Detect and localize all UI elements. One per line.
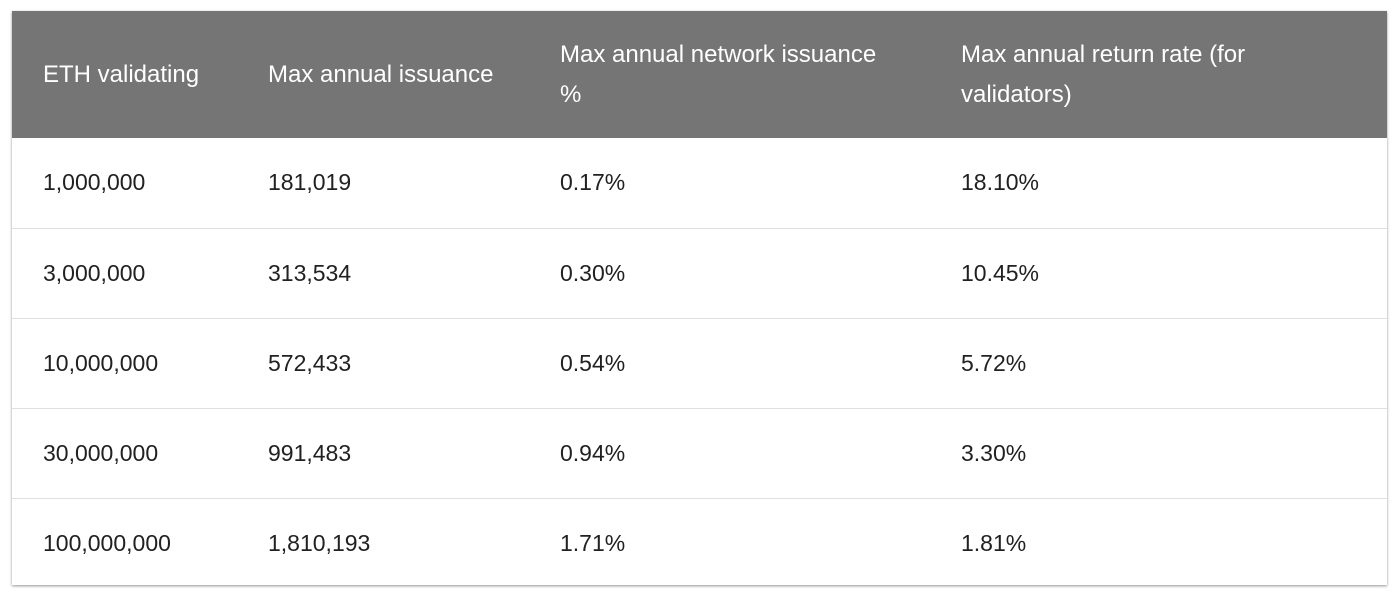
cell-return-rate: 5.72% <box>961 349 1027 376</box>
cell-max-annual-issuance: 572,433 <box>268 349 352 376</box>
table-row: 10,000,000 572,433 0.54% 5.72% <box>12 318 1387 408</box>
header-max-annual-return-rate: Max annual return rate (for validators) <box>961 40 1246 108</box>
issuance-table: ETH validating Max annual issuance Max a… <box>12 11 1387 585</box>
cell-return-rate: 10.45% <box>961 259 1040 286</box>
table-body: 1,000,000 181,019 0.17% 18.10% 3,000,000… <box>12 138 1387 585</box>
cell-eth-validating: 3,000,000 <box>43 259 146 286</box>
table-row: 100,000,000 1,810,193 1.71% 1.81% <box>12 498 1387 585</box>
table-row: 1,000,000 181,019 0.17% 18.10% <box>12 138 1387 228</box>
cell-network-issuance-pct: 1.71% <box>560 529 626 556</box>
cell-return-rate: 18.10% <box>961 169 1040 196</box>
cell-eth-validating: 30,000,000 <box>43 439 159 466</box>
cell-max-annual-issuance: 991,483 <box>268 439 352 466</box>
header-row: ETH validating Max annual issuance Max a… <box>12 11 1387 138</box>
cell-network-issuance-pct: 0.17% <box>560 169 626 196</box>
table-row: 3,000,000 313,534 0.30% 10.45% <box>12 228 1387 318</box>
header-eth-validating: ETH validating <box>43 60 200 88</box>
cell-network-issuance-pct: 0.94% <box>560 439 626 466</box>
cell-network-issuance-pct: 0.54% <box>560 349 626 376</box>
cell-network-issuance-pct: 0.30% <box>560 259 626 286</box>
cell-max-annual-issuance: 313,534 <box>268 259 352 286</box>
cell-return-rate: 1.81% <box>961 529 1027 556</box>
cell-eth-validating: 10,000,000 <box>43 349 159 376</box>
header-max-annual-issuance: Max annual issuance <box>268 60 494 88</box>
issuance-table-card: ETH validating Max annual issuance Max a… <box>12 11 1387 585</box>
cell-max-annual-issuance: 181,019 <box>268 169 352 196</box>
cell-eth-validating: 1,000,000 <box>43 169 146 196</box>
table-row: 30,000,000 991,483 0.94% 3.30% <box>12 408 1387 498</box>
cell-max-annual-issuance: 1,810,193 <box>268 529 371 556</box>
cell-return-rate: 3.30% <box>961 439 1027 466</box>
table-header: ETH validating Max annual issuance Max a… <box>12 11 1387 138</box>
header-max-annual-network-issuance: Max annual network issuance % <box>560 40 877 108</box>
cell-eth-validating: 100,000,000 <box>43 529 171 556</box>
